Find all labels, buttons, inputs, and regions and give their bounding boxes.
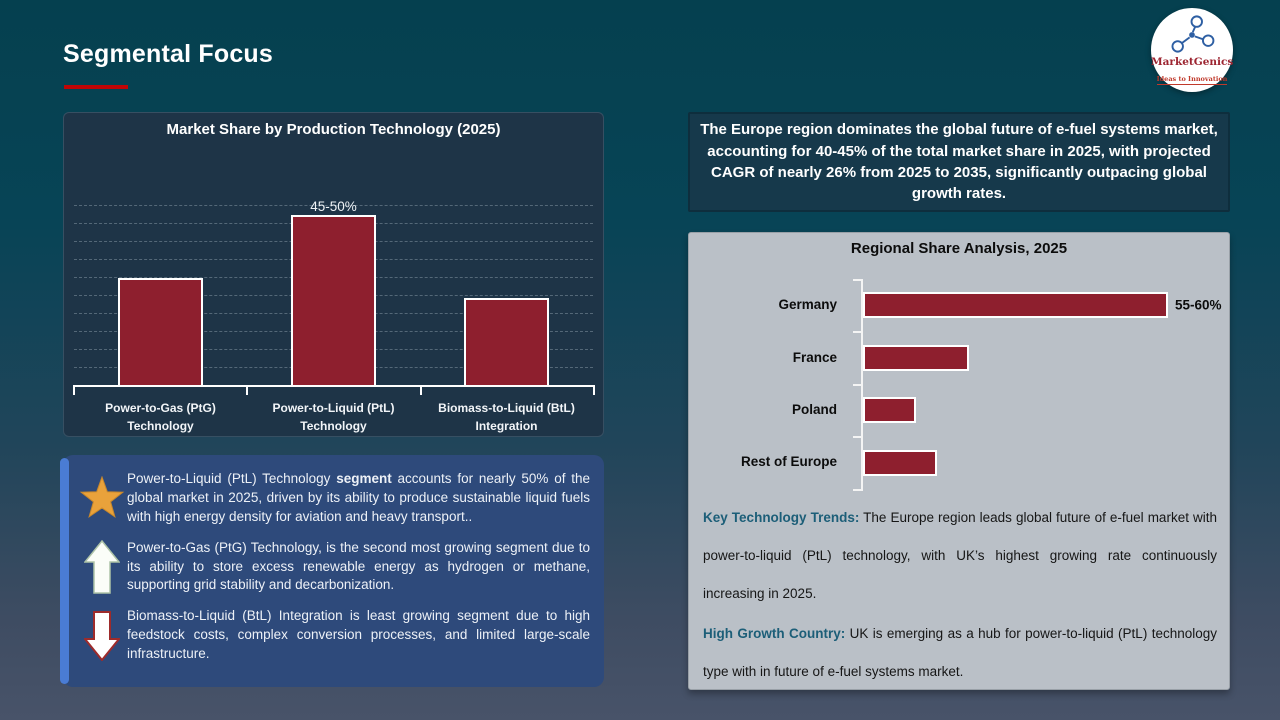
regional-bar-1 (863, 345, 969, 371)
marketgenics-logo: MarketGenics Ideas to Innovation (1151, 8, 1233, 92)
axis-tick (853, 384, 861, 386)
category-label: Rest of Europe (740, 454, 837, 469)
insight-btl: Biomass-to-Liquid (BtL) Integration is l… (77, 607, 590, 664)
insight-ptg: Power-to-Gas (PtG) Technology, is the se… (77, 539, 590, 596)
europe-dominance-callout: The Europe region dominates the global f… (688, 112, 1230, 212)
regional-share-panel: Regional Share Analysis, 2025 Germany Fr… (688, 232, 1230, 690)
gridline (74, 205, 593, 206)
category-label: Power-to-Liquid (PtL) Technology (272, 401, 395, 433)
insight-text: Power-to-Gas (PtG) Technology, is the se… (127, 539, 590, 596)
insight-text: Power-to-Liquid (PtL) Technology segment… (127, 470, 590, 527)
regional-chart-y-axis (853, 279, 863, 491)
production-chart-panel: Market Share by Production Technology (2… (63, 112, 604, 437)
high-growth-country: High Growth Country: UK is emerging as a… (703, 615, 1217, 691)
production-chart-x-axis (73, 385, 595, 395)
molecule-icon (1171, 15, 1215, 53)
bar-data-label: 55-60% (1175, 297, 1222, 313)
insight-text-post: accounts for nearly 50% of the global ma… (127, 471, 591, 524)
panel-accent-bar (60, 458, 69, 684)
title-underline (64, 85, 128, 89)
axis-tick (853, 331, 861, 333)
regional-chart-plot: 55-60% (863, 279, 1222, 491)
production-chart-title: Market Share by Production Technology (2… (166, 121, 501, 138)
insight-text-pre: Biomass-to-Liquid (BtL) Integration is l… (127, 608, 590, 662)
axis-tick (853, 436, 861, 438)
insight-ptl: Power-to-Liquid (PtL) Technology segment… (77, 470, 590, 527)
high-growth-text: UK is emerging as a hub for power-to-liq… (703, 626, 1217, 679)
production-bar-1: 45-50% (291, 199, 376, 386)
star-icon (77, 476, 127, 520)
production-bar-0 (118, 278, 203, 386)
axis-tick (73, 387, 75, 395)
insight-text-pre: Power-to-Liquid (PtL) Technology (127, 471, 337, 486)
axis-tick (853, 279, 861, 281)
logo-tagline: Ideas to Innovation (1156, 75, 1228, 85)
regional-bar-2 (863, 397, 916, 423)
axis-tick (853, 489, 861, 491)
regional-bar-0: 55-60% (863, 292, 1222, 318)
production-chart-category-labels: Power-to-Gas (PtG) Technology Power-to-L… (74, 399, 593, 435)
insight-text-bold: segment (336, 471, 392, 486)
bar-data-label: 45-50% (310, 199, 357, 214)
arrow-up-icon (77, 540, 127, 594)
insight-text-pre: Power-to-Gas (PtG) Technology, is the se… (127, 539, 590, 593)
regional-commentary: Key Technology Trends: The Europe region… (703, 499, 1217, 691)
category-label: France (792, 350, 837, 365)
axis-tick (593, 387, 595, 395)
category-label: Power-to-Gas (PtG) Technology (105, 401, 216, 433)
production-bar-2 (464, 298, 549, 386)
category-label: Biomass-to-Liquid (BtL) Integration (438, 401, 575, 433)
axis-tick (420, 387, 422, 395)
category-label: Germany (778, 297, 837, 312)
logo-name: MarketGenics (1151, 56, 1234, 68)
regional-bar-3 (863, 450, 937, 476)
axis-tick (246, 387, 248, 395)
page-title: Segmental Focus (63, 40, 273, 68)
trends-label: Key Technology Trends: (703, 510, 860, 525)
arrow-down-icon (77, 610, 127, 661)
regional-chart-title: Regional Share Analysis, 2025 (850, 240, 1068, 257)
insight-text: Biomass-to-Liquid (BtL) Integration is l… (127, 607, 590, 664)
callout-text: The Europe region dominates the global f… (700, 121, 1218, 203)
regional-chart-category-labels: Germany France Poland Rest of Europe (689, 279, 849, 491)
high-growth-label: High Growth Country: (703, 626, 846, 641)
key-technology-trends: Key Technology Trends: The Europe region… (703, 499, 1217, 613)
segment-insights-panel: Power-to-Liquid (PtL) Technology segment… (60, 455, 604, 687)
category-label: Poland (791, 402, 837, 417)
production-chart-plot: 45-50% (74, 199, 593, 386)
trends-text: The Europe region leads global future of… (703, 510, 1217, 601)
